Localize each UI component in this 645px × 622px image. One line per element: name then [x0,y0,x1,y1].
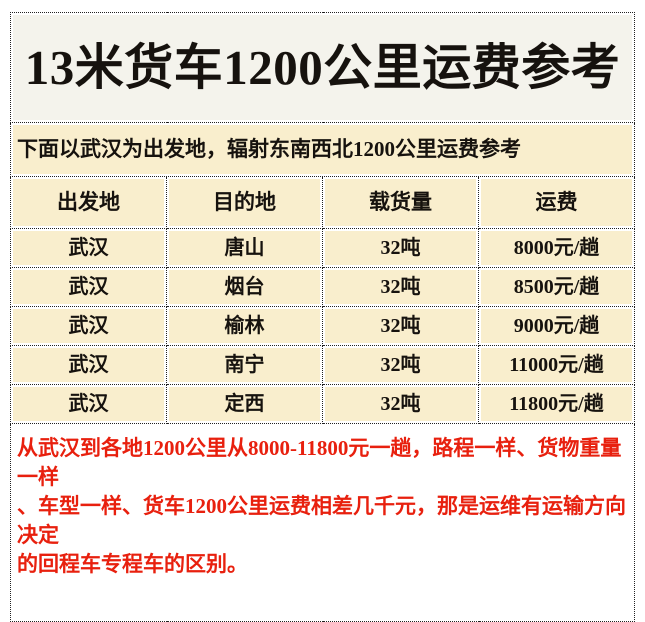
table-row: 武汉 榆林 32吨 9000元/趟 [10,306,635,347]
footer-note-line: 从武汉到各地1200公里从8000-11800元一趟，路程一样、货物重量一样 [17,436,622,490]
cell-freight-cost: 11000元/趟 [481,348,632,383]
cell-destination: 定西 [169,387,320,422]
cell-freight-cost: 8000元/趟 [481,231,632,266]
column-header-origin: 出发地 [13,179,164,227]
cell-origin: 武汉 [13,231,164,266]
note-row: 从武汉到各地1200公里从8000-11800元一趟，路程一样、货物重量一样 、… [10,423,635,622]
cell-origin: 武汉 [13,309,164,344]
cell-load: 32吨 [325,231,476,266]
cell-load: 32吨 [325,309,476,344]
cell-freight-cost: 9000元/趟 [481,309,632,344]
subtitle-text: 下面以武汉为出发地，辐射东南西北1200公里运费参考 [13,124,632,175]
column-header-destination: 目的地 [169,179,320,227]
cell-destination: 榆林 [169,309,320,344]
cell-load: 32吨 [325,348,476,383]
cell-freight-cost: 8500元/趟 [481,270,632,305]
cell-destination: 烟台 [169,270,320,305]
table-header-row: 出发地 目的地 载货量 运费 [10,176,635,230]
cell-load: 32吨 [325,387,476,422]
cell-origin: 武汉 [13,270,164,305]
cell-origin: 武汉 [13,348,164,383]
subtitle-row: 下面以武汉为出发地，辐射东南西北1200公里运费参考 [10,121,635,178]
footer-note-line: 的回程车专程车的区别。 [17,552,248,577]
table-row: 武汉 定西 32吨 11800元/趟 [10,384,635,425]
cell-destination: 南宁 [169,348,320,383]
page-title: 13米货车1200公里运费参考 [13,15,632,120]
footer-note: 从武汉到各地1200公里从8000-11800元一趟，路程一样、货物重量一样 、… [13,426,632,620]
table-row: 武汉 唐山 32吨 8000元/趟 [10,228,635,269]
cell-destination: 唐山 [169,231,320,266]
cell-origin: 武汉 [13,387,164,422]
freight-table: 13米货车1200公里运费参考 下面以武汉为出发地，辐射东南西北1200公里运费… [10,12,635,622]
column-header-freight-cost: 运费 [481,179,632,227]
title-row: 13米货车1200公里运费参考 [10,12,635,123]
cell-freight-cost: 11800元/趟 [481,387,632,422]
table-row: 武汉 南宁 32吨 11000元/趟 [10,345,635,386]
cell-load: 32吨 [325,270,476,305]
footer-note-line: 、车型一样、货车1200公里运费相差几千元，那是运维有运输方向决定 [17,494,626,548]
table-row: 武汉 烟台 32吨 8500元/趟 [10,267,635,308]
column-header-load: 载货量 [325,179,476,227]
freight-price-poster: 13米货车1200公里运费参考 下面以武汉为出发地，辐射东南西北1200公里运费… [10,12,635,622]
